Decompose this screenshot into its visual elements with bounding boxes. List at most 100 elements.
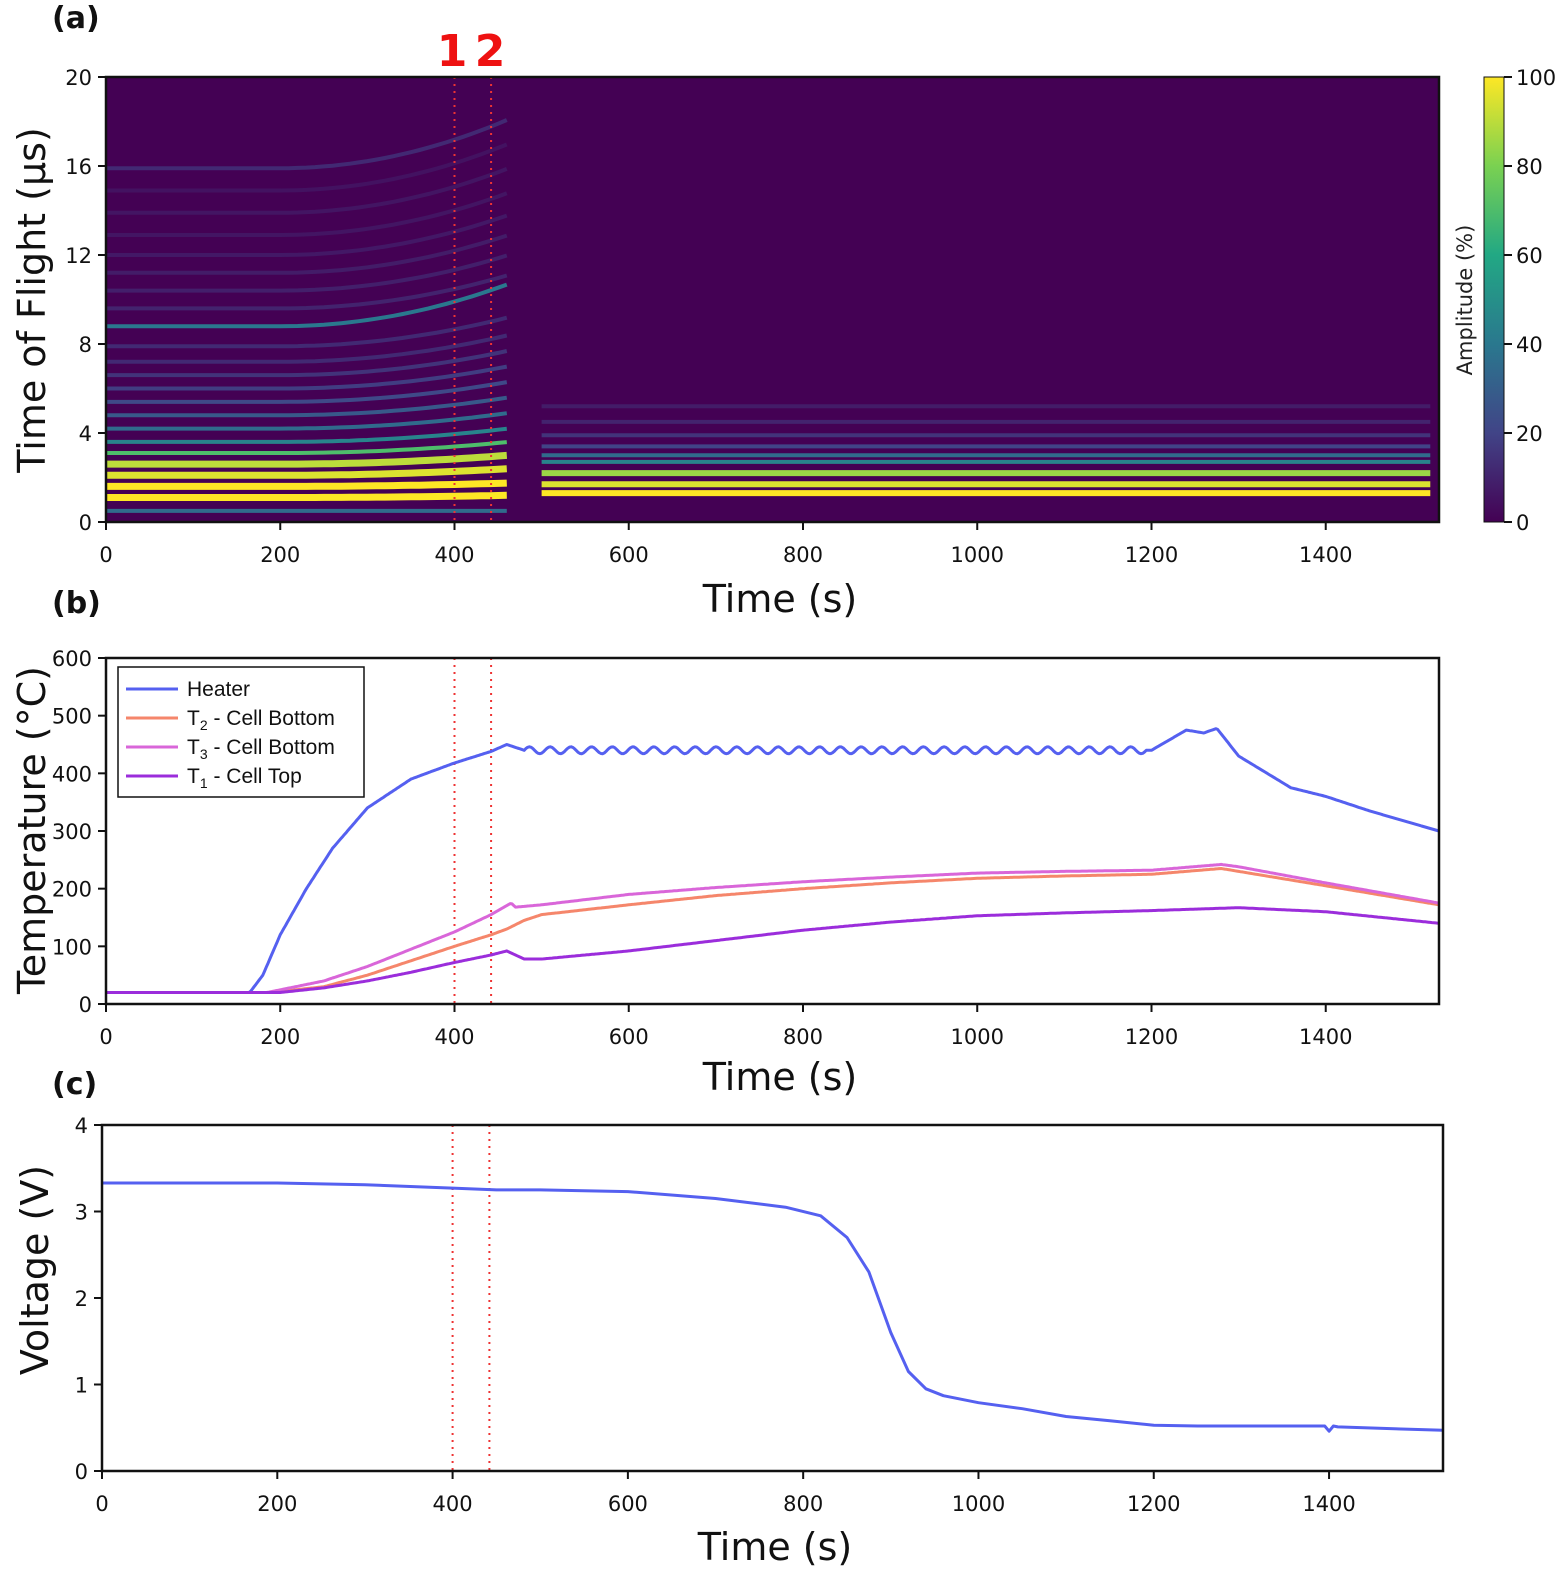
y-tick-label: 4 <box>75 1114 88 1138</box>
x-tick-label: 1000 <box>952 1492 1005 1516</box>
temperature-panel: (b) 0 200 400 600 800 1000 1200 1400 0 100 200 300… <box>10 586 1441 1099</box>
y-axis-label-c: Voltage (V) <box>13 1165 57 1375</box>
heatmap-band <box>106 233 508 275</box>
y-tick-label: 8 <box>79 333 92 357</box>
x-tick-label: 800 <box>783 1492 823 1516</box>
y-tick-label: 20 <box>65 66 92 90</box>
marker-label-1: 1 <box>437 26 468 77</box>
heatmap-band <box>106 213 508 257</box>
series-line-t2 <box>106 867 1439 994</box>
x-tick-label: 400 <box>434 543 474 567</box>
heatmap-band <box>106 315 508 349</box>
marker-lines-b <box>453 658 493 1004</box>
y-tick-label: 3 <box>75 1201 88 1225</box>
y-tick-label: 0 <box>75 1460 88 1484</box>
x-tick-label: 200 <box>257 1492 297 1516</box>
voltage-panel: (c) 0 200 400 600 800 1000 1200 1400 0 1 2 3 4 Time… <box>13 1067 1445 1569</box>
panel-label-a: (a) <box>52 1 100 36</box>
colorbar-tick-label: 0 <box>1516 511 1529 535</box>
x-ticks-a: 0 200 400 600 800 1000 1200 1400 <box>99 522 1352 567</box>
heatmap-panel: (a) 0 200 400 600 800 1000 1200 1400 048121620 … <box>10 1 1556 621</box>
legend-item-t1: T1 - Cell Top <box>126 765 302 791</box>
y-tick-label: 100 <box>52 935 92 959</box>
x-tick-label: 0 <box>95 1492 108 1516</box>
x-tick-label: 800 <box>783 543 823 567</box>
heatmap-band <box>106 333 508 364</box>
legend-text-t3: T3 - Cell Bottom <box>187 736 335 762</box>
x-tick-label: 600 <box>609 1025 649 1049</box>
x-axis-label-c: Time (s) <box>697 1525 853 1569</box>
heatmap-band <box>106 380 508 404</box>
temperature-lines <box>106 727 1439 994</box>
y-tick-label: 0 <box>79 993 92 1017</box>
x-axis-label-a: Time (s) <box>702 577 858 621</box>
voltage-frame <box>100 1123 1445 1473</box>
legend-item-heater: Heater <box>126 678 250 701</box>
x-tick-label: 1400 <box>1299 543 1352 567</box>
heatmap-band <box>106 167 508 215</box>
heatmap-frame <box>104 75 1441 524</box>
heatmap-band <box>106 118 508 171</box>
series-line-heater <box>106 727 1439 994</box>
heatmap-band <box>106 411 508 431</box>
heatmap-band <box>106 440 507 455</box>
x-tick-label: 200 <box>260 543 300 567</box>
voltage-lines <box>102 1181 1443 1433</box>
heatmap-band <box>106 253 508 293</box>
colorbar-ticks: 0 20 40 60 80 100 <box>1504 66 1556 535</box>
y-axis-label-a: Time of Flight (μs) <box>10 127 54 474</box>
x-tick-label: 1200 <box>1125 543 1178 567</box>
colorbar-tick-label: 60 <box>1516 244 1543 268</box>
colorbar-tick-label: 100 <box>1516 66 1556 90</box>
y-tick-label: 200 <box>52 878 92 902</box>
y-ticks-a: 0 4 8 12 16 20 <box>65 66 106 535</box>
x-tick-label: 0 <box>99 1025 112 1049</box>
y-tick-label: 500 <box>52 705 92 729</box>
y-tick-label: 300 <box>52 820 92 844</box>
heatmap-band <box>106 364 508 391</box>
x-tick-label: 1400 <box>1299 1025 1352 1049</box>
x-tick-label: 1200 <box>1127 1492 1180 1516</box>
y-axis-label-b: Temperature (°C) <box>10 666 54 995</box>
y-tick-label: 4 <box>79 422 92 446</box>
colorbar-tick-label: 80 <box>1516 155 1543 179</box>
y-tick-label: 1 <box>75 1374 88 1398</box>
x-axis-label-b: Time (s) <box>702 1055 858 1099</box>
heatmap-band <box>106 395 508 418</box>
legend-text-t1: T1 - Cell Top <box>187 765 302 791</box>
x-tick-label: 1400 <box>1302 1492 1355 1516</box>
marker-label-2: 2 <box>475 26 506 77</box>
legend-text-t2: T2 - Cell Bottom <box>187 707 335 733</box>
x-tick-label: 800 <box>783 1025 823 1049</box>
legend-item-t3: T3 - Cell Bottom <box>126 736 335 762</box>
series-line-t3 <box>106 862 1439 994</box>
x-tick-label: 1000 <box>951 543 1004 567</box>
heatmap-band <box>106 426 508 444</box>
marker-lines-c <box>451 1125 491 1471</box>
legend-item-t2: T2 - Cell Bottom <box>126 707 335 733</box>
colorbar-label: Amplitude (%) <box>1453 225 1477 376</box>
x-ticks-b: 0 200 400 600 800 1000 1200 1400 <box>99 1004 1352 1049</box>
colorbar <box>1483 76 1505 523</box>
heatmap-band <box>106 191 508 237</box>
legend: Heater T2 - Cell Bottom T3 - Cell Bottom… <box>117 666 365 798</box>
series-line-t1 <box>106 906 1439 994</box>
x-tick-label: 400 <box>433 1492 473 1516</box>
y-tick-label: 600 <box>52 647 92 671</box>
heatmap-bands <box>106 118 1431 513</box>
y-ticks-b: 0 100 200 300 400 500 600 <box>52 647 106 1017</box>
x-tick-label: 0 <box>99 543 112 567</box>
series-line-voltage <box>102 1181 1443 1433</box>
y-tick-label: 0 <box>79 511 92 535</box>
heatmap-band <box>106 349 508 378</box>
x-ticks-c: 0 200 400 600 800 1000 1200 1400 <box>95 1471 1356 1516</box>
y-ticks-c: 0 1 2 3 4 <box>75 1114 102 1484</box>
heatmap-band <box>106 142 508 193</box>
panel-label-c: (c) <box>52 1067 97 1102</box>
x-tick-label: 600 <box>608 1492 648 1516</box>
x-tick-label: 600 <box>609 543 649 567</box>
heatmap-band <box>106 491 507 501</box>
heatmap-band <box>106 465 508 479</box>
colorbar-tick-label: 40 <box>1516 333 1543 357</box>
